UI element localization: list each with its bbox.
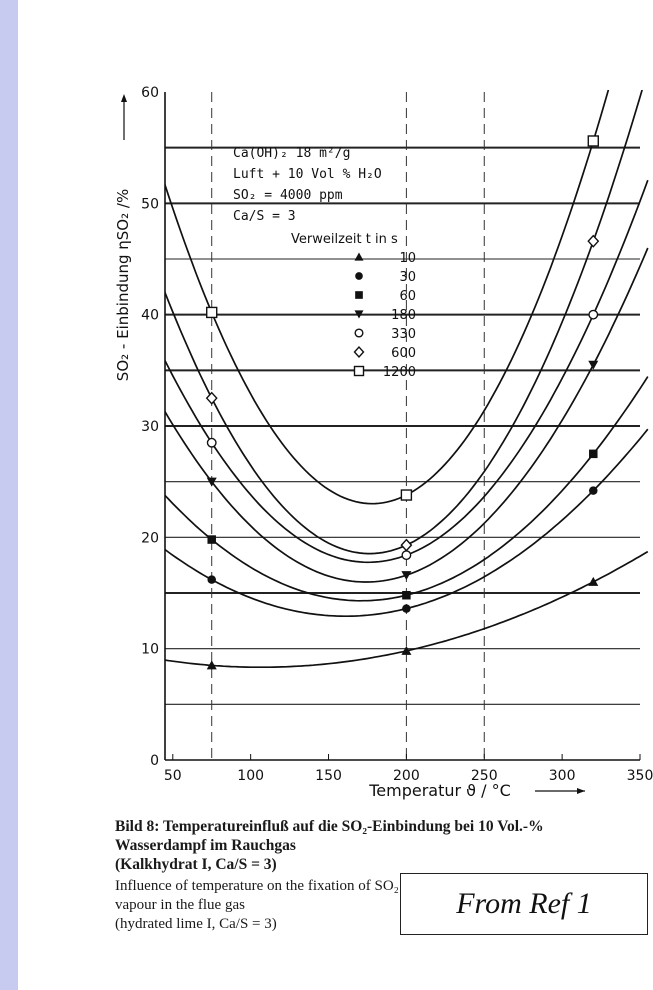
y-tick-label: 0 bbox=[150, 753, 159, 769]
data-point-30 bbox=[207, 575, 216, 584]
caption-de-line3: (Kalkhydrat I, Ca/S = 3) bbox=[115, 856, 277, 873]
legend-label-30: 30 bbox=[399, 270, 416, 285]
y-tick-label: 60 bbox=[141, 85, 159, 101]
x-axis-label: Temperatur ϑ / °C bbox=[368, 781, 511, 800]
legend-marker-180 bbox=[354, 310, 364, 319]
axes bbox=[164, 92, 641, 761]
y-tick-label: 30 bbox=[141, 419, 159, 435]
legend-label-600: 600 bbox=[391, 346, 416, 361]
data-point-60 bbox=[207, 535, 216, 544]
legend-title: Verweilzeit t in s bbox=[291, 232, 398, 247]
x-tick-label: 100 bbox=[237, 768, 264, 784]
condition-line: Luft + 10 Vol % H₂O bbox=[233, 167, 382, 182]
legend-label-60: 60 bbox=[399, 289, 416, 304]
x-tick-label: 350 bbox=[627, 768, 653, 784]
data-point-330 bbox=[206, 437, 217, 448]
condition-line: SO₂ = 4000 ppm bbox=[233, 188, 343, 203]
data-point-1200 bbox=[587, 135, 599, 147]
data-point-180 bbox=[401, 571, 412, 581]
y-axis-arrowhead bbox=[121, 94, 127, 102]
legend: Verweilzeit t in s 10 30 60 180 330 600 1200 bbox=[291, 232, 416, 380]
legend-label-180: 180 bbox=[391, 308, 416, 323]
x-tick-label: 250 bbox=[471, 768, 498, 784]
data-point-180 bbox=[588, 360, 599, 370]
legend-marker-60 bbox=[355, 291, 363, 299]
legend-marker-10 bbox=[354, 252, 364, 261]
y-tick-label: 10 bbox=[141, 642, 159, 658]
data-point-60 bbox=[589, 449, 598, 459]
data-point-10 bbox=[588, 576, 599, 586]
caption-en-line2: vapour in the flue gas bbox=[115, 897, 245, 913]
markers bbox=[205, 135, 600, 670]
data-point-600 bbox=[205, 391, 218, 405]
data-point-30 bbox=[589, 486, 598, 495]
data-point-600 bbox=[587, 234, 600, 248]
legend-marker-330 bbox=[354, 328, 364, 338]
curve-series-180 bbox=[165, 247, 649, 583]
legend-marker-600 bbox=[353, 346, 365, 358]
y-tick-label: 20 bbox=[141, 530, 159, 546]
reference-note: From Ref 1 bbox=[400, 873, 648, 935]
conditions-block: Ca(OH)₂ 18 m²/g Luft + 10 Vol % H₂O SO₂ … bbox=[233, 146, 382, 224]
data-point-30 bbox=[402, 604, 411, 613]
legend-label-10: 10 bbox=[399, 251, 416, 266]
caption-de-line2: Wasserdampf im Rauchgas bbox=[115, 837, 296, 854]
y-axis-label: SO₂ - Einbindung ηSO₂ /% bbox=[114, 189, 132, 381]
data-point-1200 bbox=[400, 489, 413, 501]
data-point-10 bbox=[206, 660, 217, 670]
caption-de-line1: Bild 8: Temperatureinfluß auf die SO₂-Ei… bbox=[115, 818, 544, 835]
data-point-1200 bbox=[206, 306, 218, 319]
curve-series-60 bbox=[165, 376, 649, 602]
tick-labels: 50 100 150 200 250 300 350 0 10 20 30 40 50 60 bbox=[141, 85, 653, 784]
data-point-60 bbox=[402, 590, 411, 600]
legend-marker-30 bbox=[355, 272, 363, 280]
x-tick-label: 150 bbox=[315, 768, 342, 784]
legend-label-330: 330 bbox=[391, 327, 416, 342]
x-tick-label: 300 bbox=[549, 768, 576, 784]
data-point-600 bbox=[400, 538, 413, 552]
data-point-180 bbox=[206, 477, 217, 487]
curve-series-30 bbox=[165, 428, 649, 618]
x-axis-arrowhead bbox=[577, 788, 585, 794]
curve-series-10 bbox=[165, 550, 649, 669]
y-tick-label: 50 bbox=[141, 196, 159, 212]
legend-marker-1200 bbox=[353, 365, 365, 377]
legend-label-1200: 1200 bbox=[383, 365, 416, 380]
condition-line: Ca(OH)₂ 18 m²/g bbox=[233, 146, 350, 161]
caption-en-line3: (hydrated lime I, Ca/S = 3) bbox=[115, 916, 277, 932]
scanned-page bbox=[18, 0, 653, 990]
x-tick-label: 200 bbox=[393, 768, 420, 784]
data-point-10 bbox=[401, 645, 412, 655]
data-point-330 bbox=[588, 309, 599, 320]
y-tick-label: 40 bbox=[141, 308, 159, 324]
x-tick-label: 50 bbox=[164, 768, 182, 784]
data-point-330 bbox=[401, 550, 412, 561]
condition-line: Ca/S = 3 bbox=[233, 209, 296, 224]
